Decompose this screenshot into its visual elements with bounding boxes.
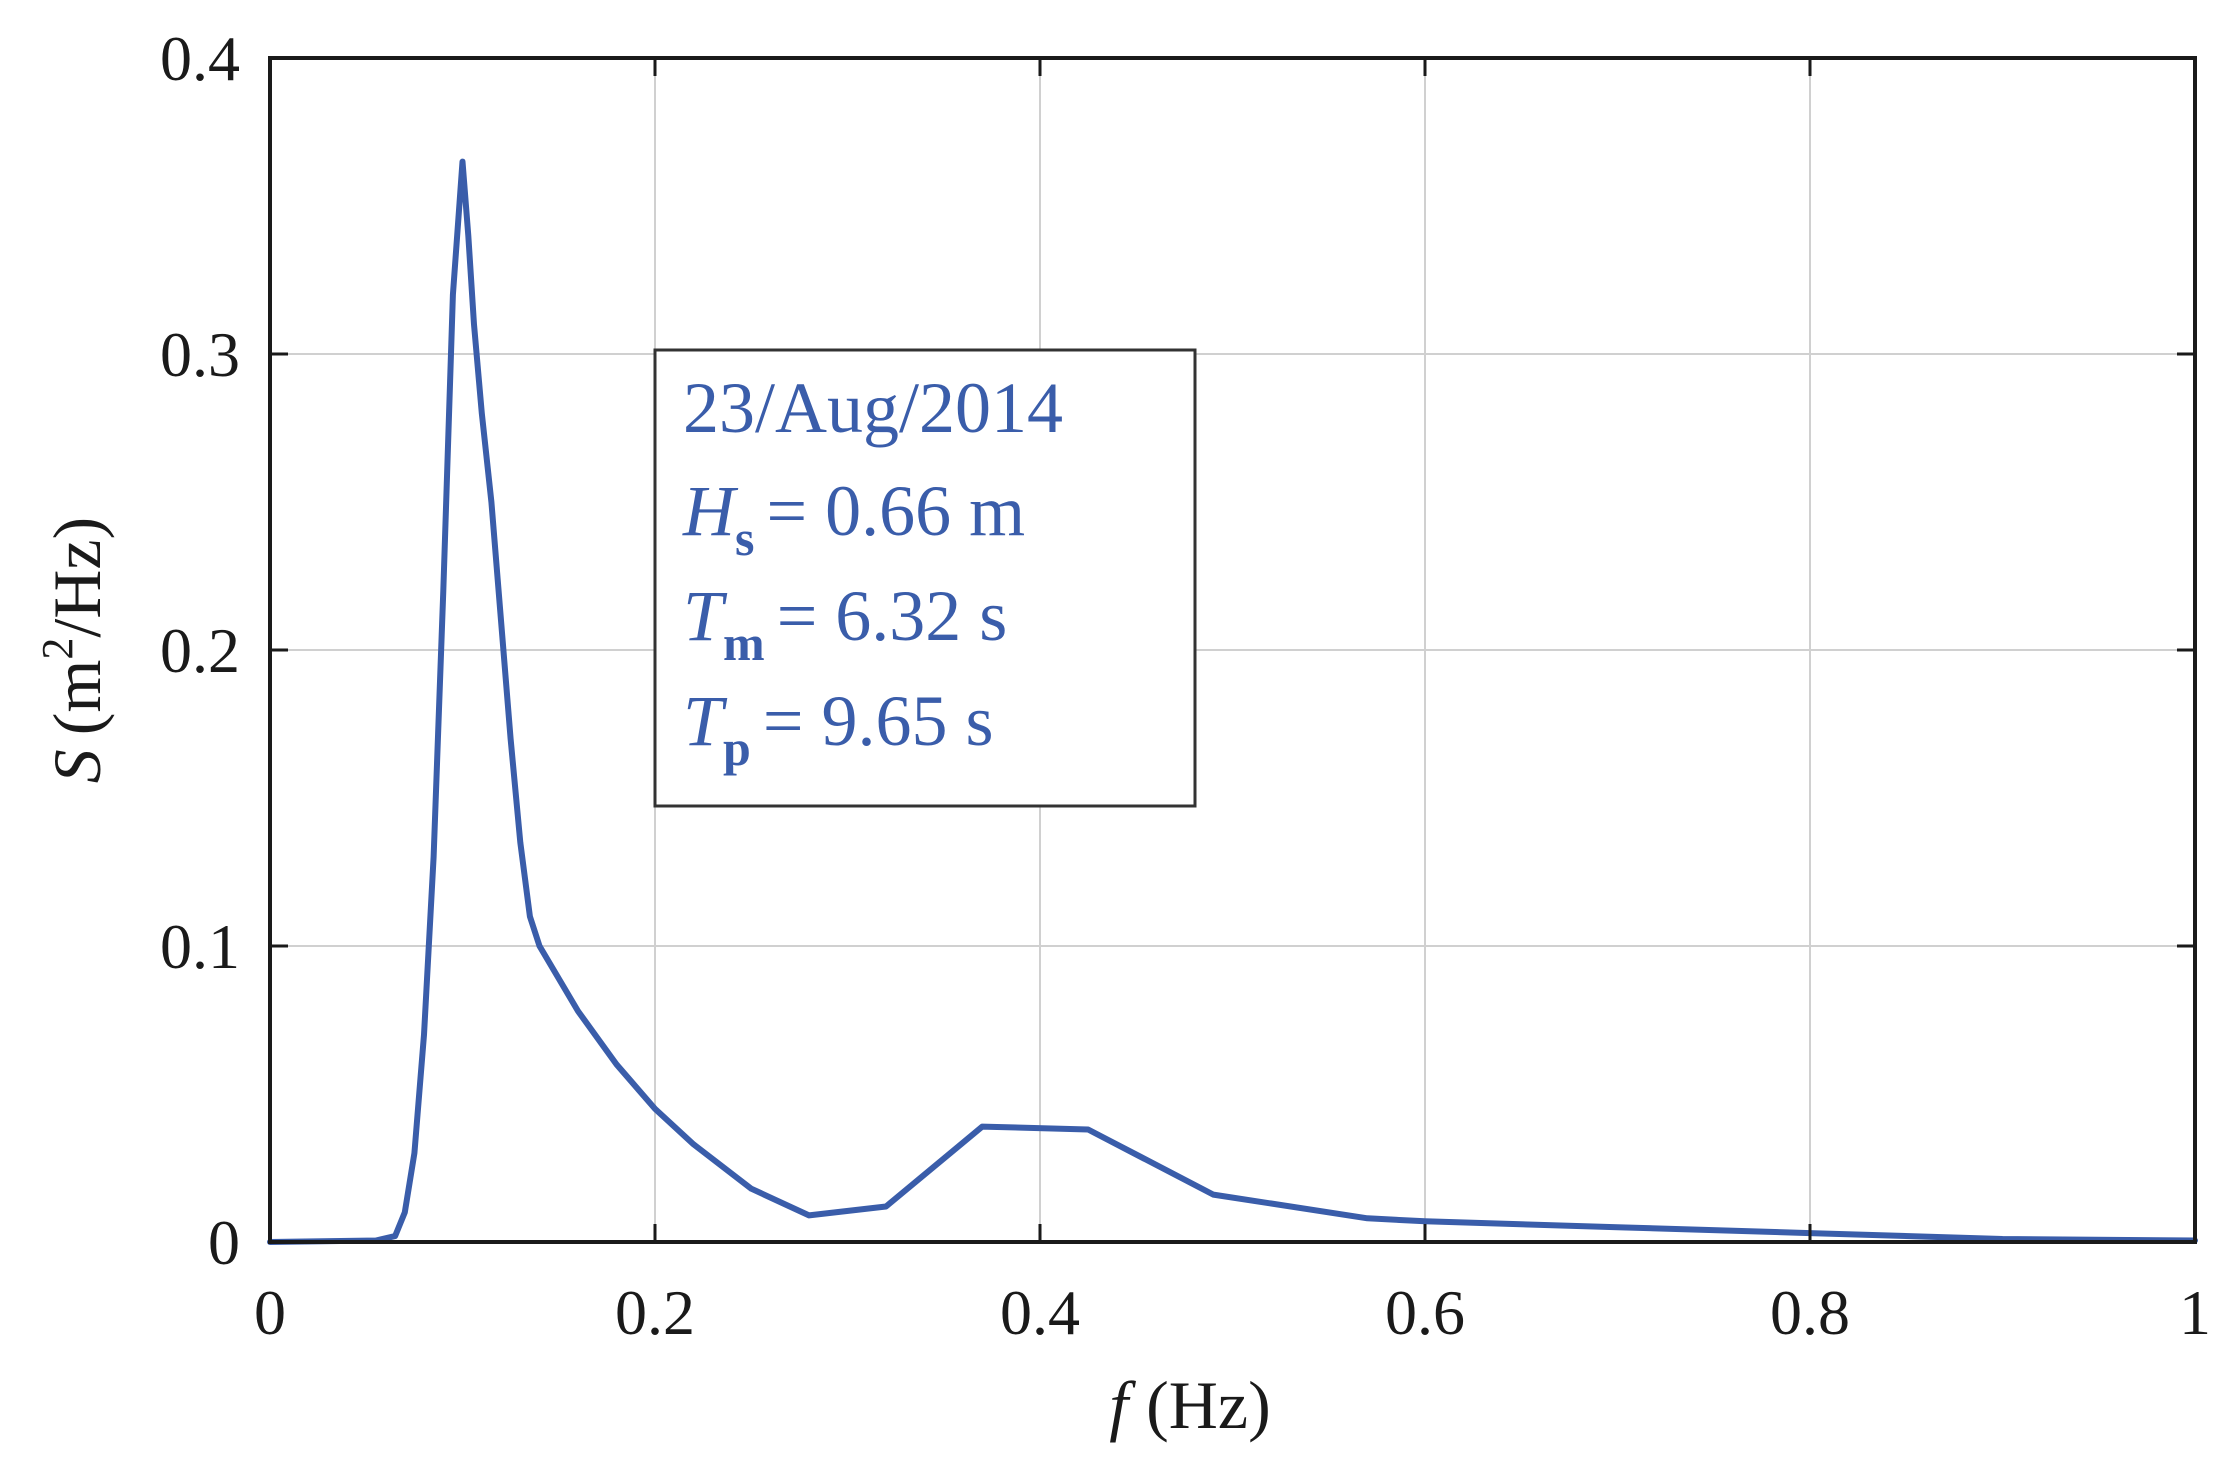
x-tick-label: 0.8	[1770, 1277, 1850, 1348]
x-tick-label: 0.2	[615, 1277, 695, 1348]
x-tick-label: 0	[254, 1277, 286, 1348]
series-layer	[267, 158, 2198, 1245]
y-tick-label: 0.1	[160, 911, 240, 982]
series-line	[267, 158, 2198, 1245]
x-tick-label: 0.4	[1000, 1277, 1080, 1348]
annotation-box: 23/Aug/2014 Hs = 0.66 m Tm = 6.32 s Tp = 9.…	[653, 348, 1197, 808]
annotation-tp: Tp = 9.65 s	[683, 681, 993, 776]
y-tick-label: 0	[208, 1207, 240, 1278]
y-tick-label: 0.3	[160, 319, 240, 390]
x-tick-label: 1	[2179, 1277, 2211, 1348]
annotation-tm: Tm = 6.32 s	[683, 576, 1007, 671]
y-axis-label: S(m2/Hz)	[33, 517, 115, 783]
y-tick-label: 0.4	[160, 23, 240, 94]
y-tick-label: 0.2	[160, 615, 240, 686]
annotation-frame	[653, 348, 1197, 808]
annotation-hs: Hs = 0.66 m	[682, 471, 1025, 566]
annotation-date: 23/Aug/2014	[683, 368, 1063, 448]
x-axis-label: f (Hz)	[1109, 1367, 1270, 1443]
axis-ticks: 0 0.2 0.4 0.6 0.8 1 0 0.1 0.2 0.3 0.4	[160, 23, 2211, 1348]
x-tick-label: 0.6	[1385, 1277, 1465, 1348]
